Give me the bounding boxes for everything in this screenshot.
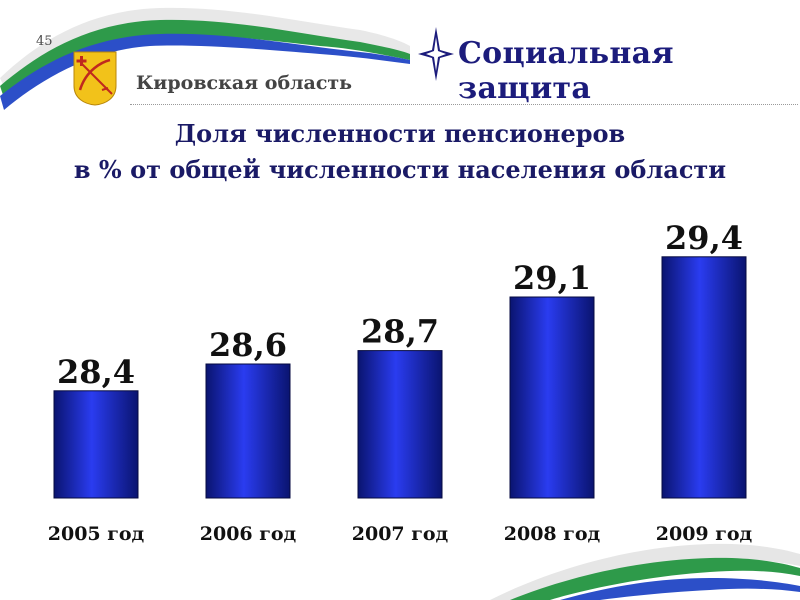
bar-2006-год — [205, 363, 291, 499]
bar-value-label: 29,4 — [665, 219, 743, 257]
star-icon — [418, 27, 454, 81]
bar-2005-год — [53, 390, 139, 499]
category-label: 2006 год — [200, 523, 297, 545]
section-title: Социальная защита — [458, 36, 674, 106]
bar-value-label: 28,4 — [57, 353, 135, 391]
slide-number: 45 — [36, 34, 53, 49]
chart-title-line-2: в % от общей численности населения облас… — [73, 155, 727, 184]
bar-2008-год — [509, 296, 595, 499]
bar-2007-год — [357, 350, 443, 499]
category-label: 2007 год — [352, 523, 449, 545]
decorative-ribbon-bottom — [490, 543, 800, 600]
bar-value-label: 28,7 — [361, 313, 439, 351]
bar-value-label: 28,6 — [209, 326, 287, 364]
region-name: Кировская область — [136, 72, 353, 94]
chart-title-line-1: Доля численности пенсионеров — [174, 119, 626, 148]
coat-of-arms-icon — [73, 51, 117, 106]
category-label: 2009 год — [656, 523, 753, 545]
category-label: 2008 год — [504, 523, 601, 545]
header-divider — [130, 104, 798, 105]
category-label: 2005 год — [48, 523, 145, 545]
bar-value-label: 29,1 — [513, 259, 591, 297]
bar-2009-год — [661, 256, 747, 499]
